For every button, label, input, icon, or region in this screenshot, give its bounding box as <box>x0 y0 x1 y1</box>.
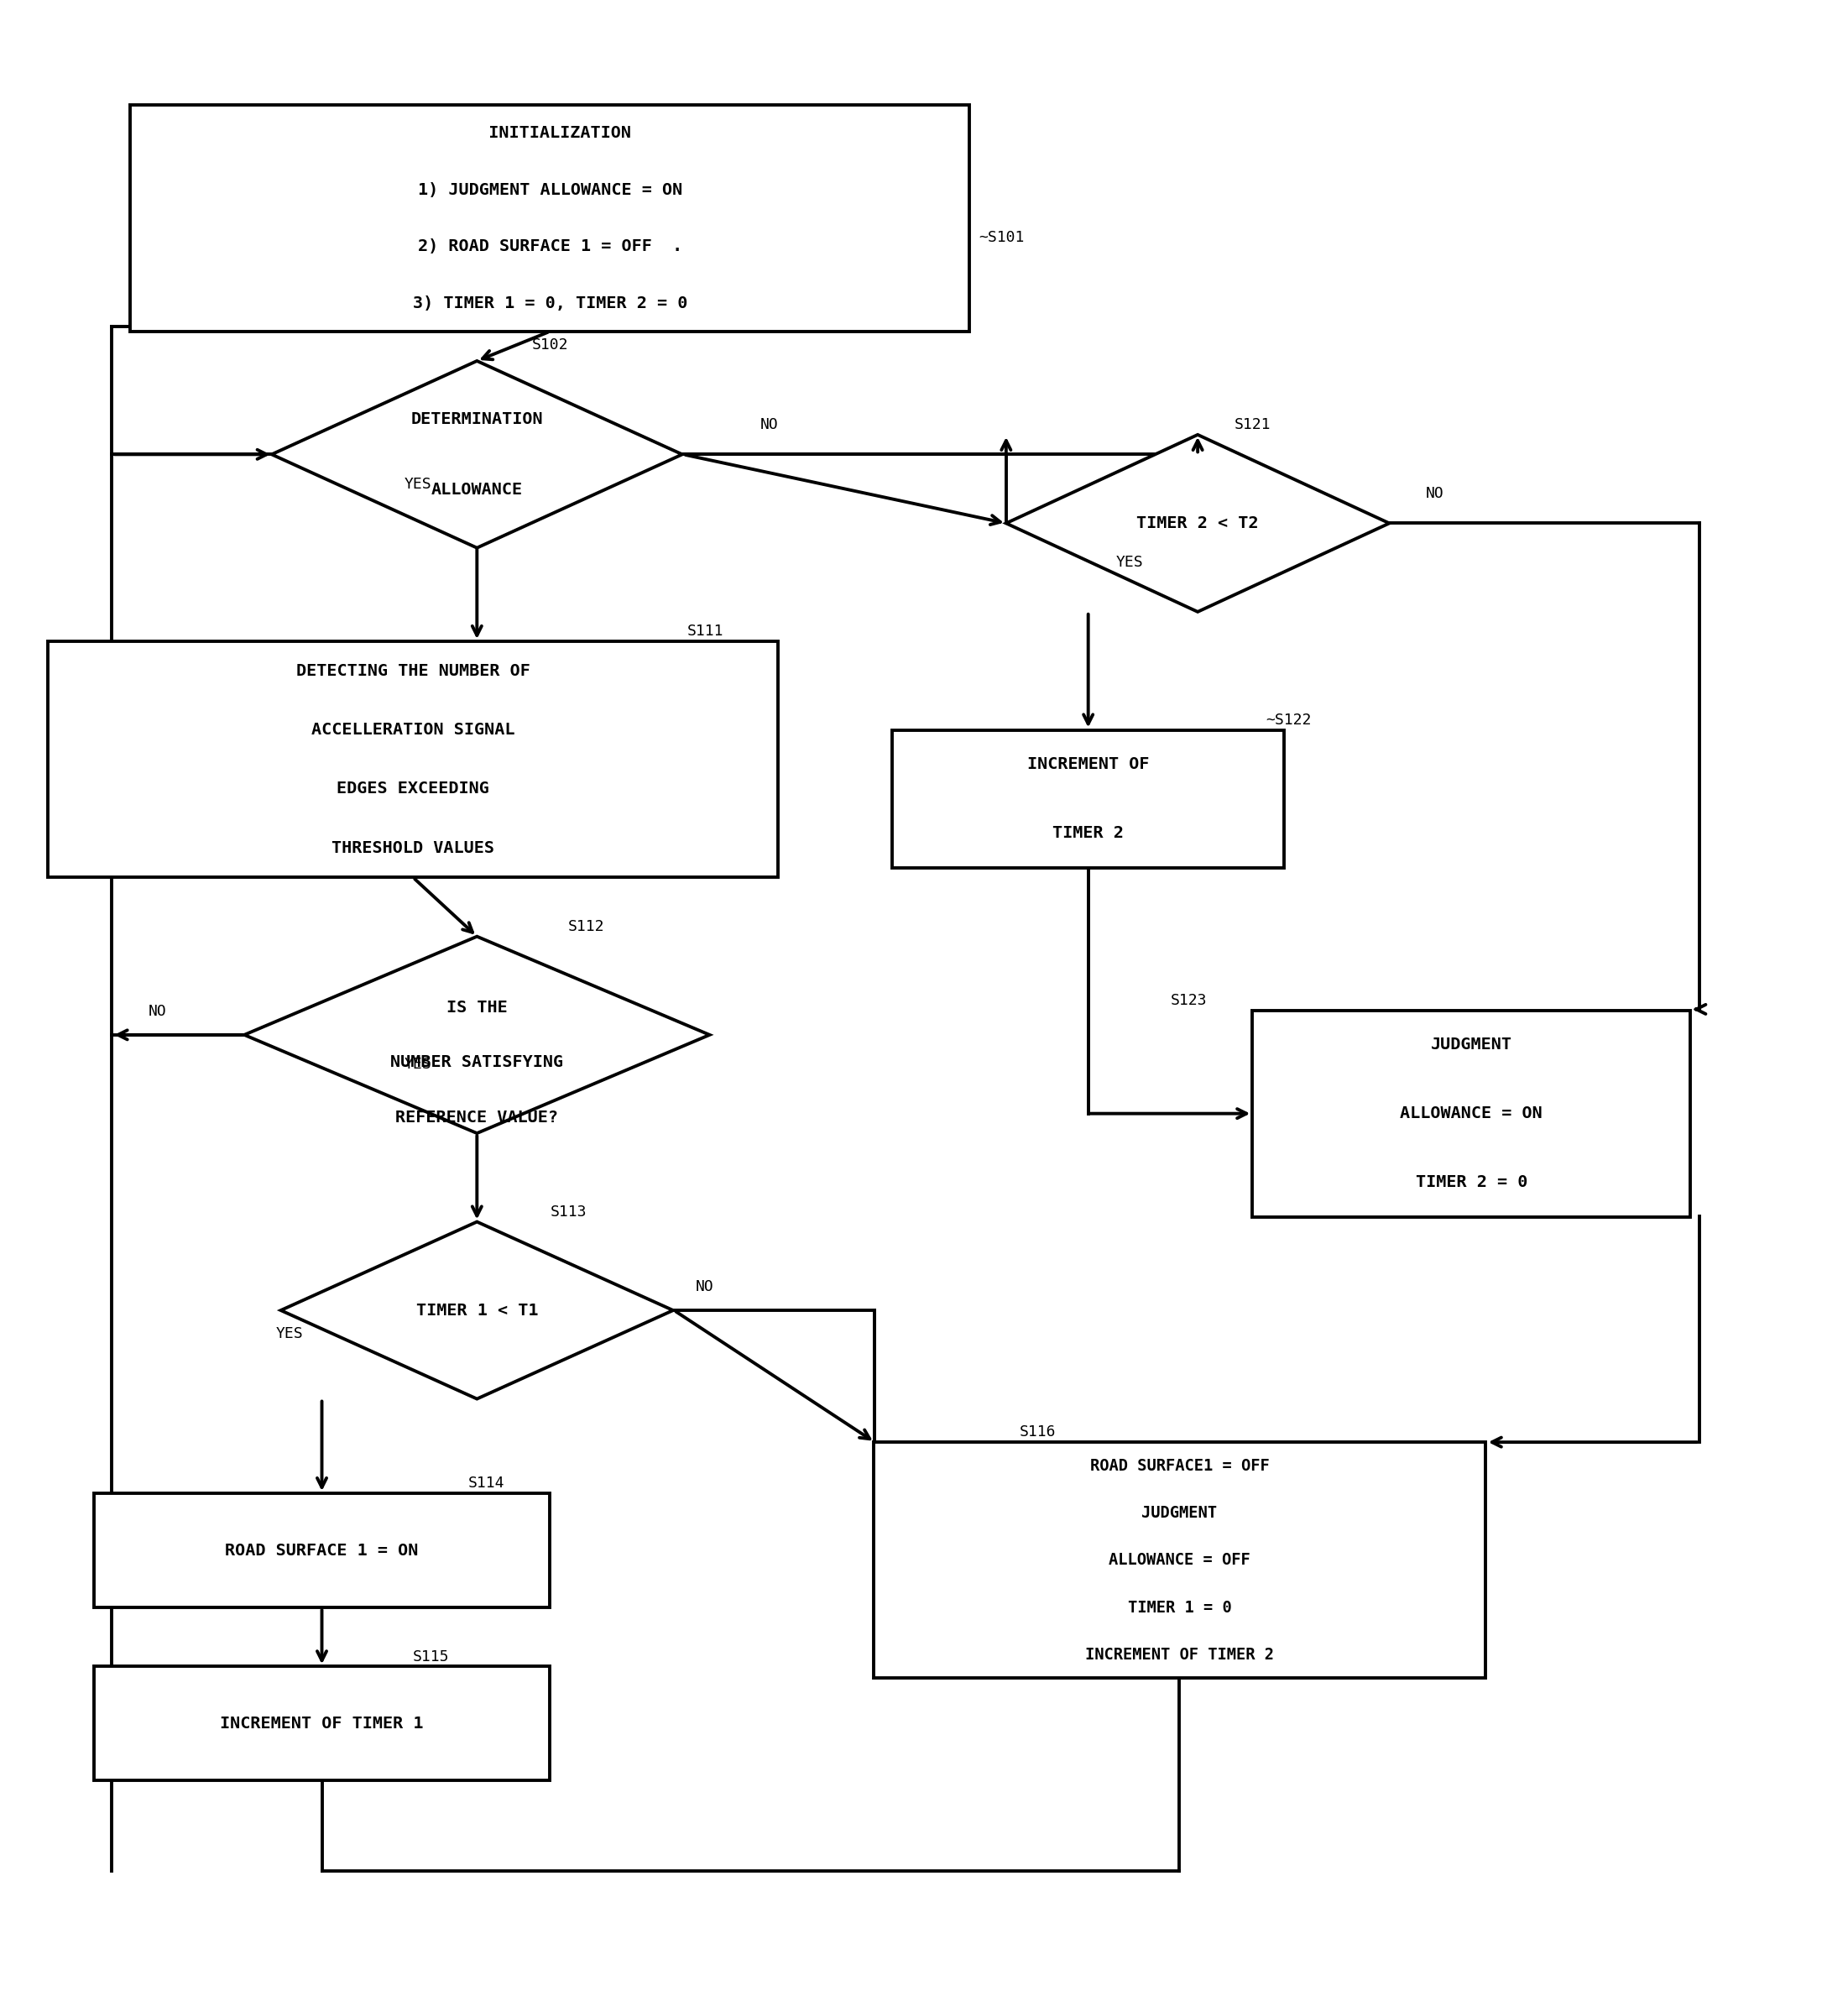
Text: S115: S115 <box>414 1649 449 1664</box>
Text: ~S122: ~S122 <box>1266 713 1312 727</box>
FancyBboxPatch shape <box>1253 1009 1691 1217</box>
Text: ALLOWANCE = OFF: ALLOWANCE = OFF <box>1109 1553 1251 1569</box>
Text: S113: S113 <box>551 1205 586 1220</box>
Text: NO: NO <box>148 1003 166 1019</box>
Text: REFERENCE VALUE?: REFERENCE VALUE? <box>395 1109 558 1125</box>
Text: NO: NO <box>697 1278 713 1294</box>
Text: 3) TIMER 1 = 0, TIMER 2 = 0: 3) TIMER 1 = 0, TIMER 2 = 0 <box>412 295 687 311</box>
Text: 1) JUDGMENT ALLOWANCE = ON: 1) JUDGMENT ALLOWANCE = ON <box>418 181 682 197</box>
Text: ROAD SURFACE1 = OFF: ROAD SURFACE1 = OFF <box>1090 1457 1270 1473</box>
Polygon shape <box>272 360 682 548</box>
Text: ACCELLERATION SIGNAL: ACCELLERATION SIGNAL <box>310 723 516 739</box>
FancyBboxPatch shape <box>874 1441 1486 1678</box>
Text: S116: S116 <box>1020 1426 1057 1439</box>
FancyBboxPatch shape <box>94 1666 551 1780</box>
Polygon shape <box>281 1222 673 1400</box>
Text: IS THE: IS THE <box>447 999 508 1015</box>
Text: INCREMENT OF: INCREMENT OF <box>1027 757 1149 773</box>
Text: TIMER 2 = 0: TIMER 2 = 0 <box>1416 1175 1528 1191</box>
Text: YES: YES <box>275 1326 303 1342</box>
Text: TIMER 2: TIMER 2 <box>1053 824 1124 840</box>
Text: YES: YES <box>1116 555 1142 569</box>
Text: ALLOWANCE = ON: ALLOWANCE = ON <box>1401 1105 1543 1121</box>
Text: YES: YES <box>405 476 431 492</box>
Text: INCREMENT OF TIMER 1: INCREMENT OF TIMER 1 <box>220 1716 423 1732</box>
Text: NO: NO <box>1427 486 1443 502</box>
Text: DETECTING THE NUMBER OF: DETECTING THE NUMBER OF <box>296 663 530 679</box>
Text: S121: S121 <box>1234 418 1271 432</box>
FancyBboxPatch shape <box>48 641 778 878</box>
Text: INITIALIZATION: INITIALIZATION <box>469 125 632 141</box>
Text: THRESHOLD VALUES: THRESHOLD VALUES <box>331 840 495 856</box>
Text: S111: S111 <box>687 623 723 639</box>
Text: TIMER 1 = 0: TIMER 1 = 0 <box>1127 1599 1231 1615</box>
FancyBboxPatch shape <box>893 731 1284 868</box>
Text: JUDGMENT: JUDGMENT <box>1430 1037 1512 1053</box>
Text: ~S101: ~S101 <box>979 231 1024 245</box>
Text: S114: S114 <box>468 1475 505 1491</box>
Text: NUMBER SATISFYING: NUMBER SATISFYING <box>390 1055 564 1071</box>
Text: ROAD SURFACE 1 = ON: ROAD SURFACE 1 = ON <box>225 1543 418 1559</box>
Text: S123: S123 <box>1170 994 1207 1007</box>
FancyBboxPatch shape <box>129 106 970 331</box>
Text: YES: YES <box>405 1057 431 1071</box>
Text: NO: NO <box>760 418 778 432</box>
Polygon shape <box>1005 434 1390 611</box>
Text: 2) ROAD SURFACE 1 = OFF  .: 2) ROAD SURFACE 1 = OFF . <box>418 239 682 255</box>
Text: DETERMINATION: DETERMINATION <box>410 410 543 426</box>
Text: S102: S102 <box>532 338 567 352</box>
Text: ALLOWANCE: ALLOWANCE <box>431 482 523 498</box>
Text: TIMER 1 < T1: TIMER 1 < T1 <box>416 1302 538 1318</box>
Text: JUDGMENT: JUDGMENT <box>1142 1505 1218 1521</box>
Polygon shape <box>244 936 710 1133</box>
Text: S112: S112 <box>567 920 604 934</box>
FancyBboxPatch shape <box>94 1493 551 1607</box>
Text: EDGES EXCEEDING: EDGES EXCEEDING <box>336 780 490 796</box>
Text: INCREMENT OF TIMER 2: INCREMENT OF TIMER 2 <box>1085 1647 1273 1662</box>
Text: TIMER 2 < T2: TIMER 2 < T2 <box>1137 516 1258 532</box>
